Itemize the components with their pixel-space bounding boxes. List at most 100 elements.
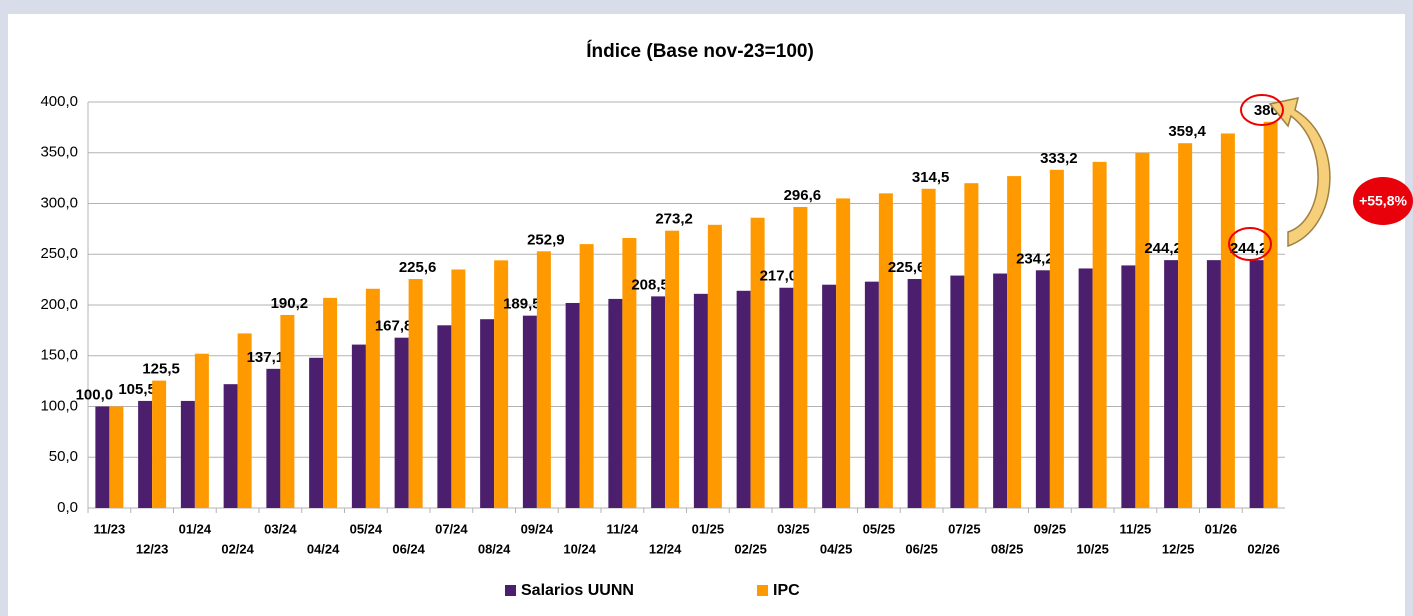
- value-label: 189,5: [503, 296, 541, 313]
- x-tick-label: 11/24: [606, 521, 639, 536]
- annotation-badge: [1353, 177, 1413, 225]
- bar: [693, 293, 708, 508]
- bar: [365, 288, 380, 508]
- bar: [622, 238, 637, 508]
- y-tick-label: 50,0: [49, 448, 78, 465]
- bar: [451, 269, 466, 508]
- bar: [750, 217, 765, 508]
- x-tick-label: 02/24: [221, 541, 254, 556]
- highlight-circle: [1240, 94, 1284, 126]
- bar: [608, 298, 623, 508]
- legend-label: IPC: [773, 582, 800, 599]
- value-label: 296,6: [784, 187, 822, 204]
- comparison-arrow: [1268, 97, 1331, 248]
- chart-title: Índice (Base nov-23=100): [586, 40, 814, 62]
- value-label: 244,2: [1230, 240, 1268, 257]
- bar: [707, 224, 722, 508]
- bar: [1249, 260, 1264, 508]
- plot-area: 0,0 50,0 100,0 150,0 200,0 250,0 300,0 350,0 400…: [40, 93, 1291, 556]
- value-label: 217,0: [760, 268, 798, 285]
- x-tick-label: 12/24: [649, 541, 682, 556]
- x-tick-label: 02/26: [1247, 541, 1280, 556]
- y-tick-label: 350,0: [40, 144, 78, 161]
- bar: [822, 284, 837, 508]
- value-label: 167,8: [375, 318, 413, 335]
- y-tick-label: 200,0: [40, 296, 78, 313]
- bar: [109, 406, 124, 508]
- bar: [1035, 270, 1050, 508]
- bar: [194, 353, 209, 508]
- x-tick-label: 06/25: [905, 541, 938, 556]
- x-tick-label: 05/24: [350, 521, 383, 536]
- x-tick-label: 07/24: [435, 521, 468, 536]
- value-label: 252,9: [527, 231, 565, 248]
- bar: [408, 279, 423, 508]
- value-label: 208,5: [631, 276, 669, 293]
- x-tick-label: 10/24: [563, 541, 596, 556]
- x-tick-label: 04/24: [307, 541, 340, 556]
- bar: [536, 251, 551, 508]
- bar: [565, 302, 580, 508]
- x-tick-label: 12/23: [136, 541, 169, 556]
- x-tick-label: 12/25: [1162, 541, 1195, 556]
- y-tick-label: 400,0: [40, 93, 78, 110]
- value-label: 273,2: [655, 211, 693, 228]
- bar: [1121, 265, 1136, 508]
- bar: [579, 244, 594, 508]
- bar: [1049, 169, 1064, 508]
- bar: [878, 193, 893, 508]
- legend-swatch: [505, 585, 516, 596]
- value-label: 314,5: [912, 169, 950, 186]
- x-tick-label: 07/25: [948, 521, 981, 536]
- x-tick-label: 02/25: [734, 541, 767, 556]
- value-label: 137,1: [247, 349, 285, 366]
- bar: [1178, 143, 1193, 509]
- y-tick-label: 0,0: [57, 499, 78, 516]
- legend-label: Salarios UUNN: [521, 582, 634, 599]
- x-tick-label: 08/25: [991, 541, 1024, 556]
- bar: [138, 400, 153, 508]
- bar: [95, 406, 110, 508]
- value-label: 190,2: [271, 295, 309, 312]
- value-label: 105,5: [118, 381, 156, 398]
- value-label: 225,6: [888, 259, 926, 276]
- bar: [280, 314, 295, 508]
- value-label: 244,2: [1144, 240, 1182, 257]
- y-tick-label: 150,0: [40, 347, 78, 364]
- bar: [1164, 260, 1179, 508]
- bar: [1092, 161, 1107, 508]
- legend-swatch: [757, 585, 768, 596]
- value-label: 100,0: [76, 386, 114, 403]
- x-tick-label: 11/25: [1119, 521, 1151, 536]
- bar: [1263, 121, 1278, 508]
- x-tick-label: 11/23: [93, 521, 125, 536]
- bar: [223, 384, 238, 508]
- bar: [522, 315, 537, 508]
- x-tick-label: 09/25: [1034, 521, 1067, 536]
- annotation: +55,8%: [1359, 193, 1407, 209]
- y-tick-label: 100,0: [40, 397, 78, 414]
- value-label: 359,4: [1168, 123, 1206, 140]
- bar: [437, 325, 452, 508]
- bar: [480, 319, 495, 508]
- bar: [394, 337, 409, 508]
- bar: [993, 273, 1008, 508]
- y-tick-label: 300,0: [40, 194, 78, 211]
- bar: [793, 206, 808, 509]
- bar: [1220, 133, 1235, 508]
- bar: [651, 296, 666, 508]
- bar: [864, 281, 879, 508]
- bar: [266, 368, 281, 508]
- x-tick-label: 03/24: [264, 521, 297, 536]
- bar: [351, 344, 366, 508]
- bar: [180, 400, 195, 508]
- bar: [1206, 260, 1221, 508]
- bar: [907, 279, 922, 508]
- bar: [1135, 152, 1150, 508]
- x-tick-label: 06/24: [392, 541, 425, 556]
- bar: [1078, 268, 1093, 508]
- value-label: 234,2: [1016, 250, 1054, 267]
- bar: [950, 275, 965, 508]
